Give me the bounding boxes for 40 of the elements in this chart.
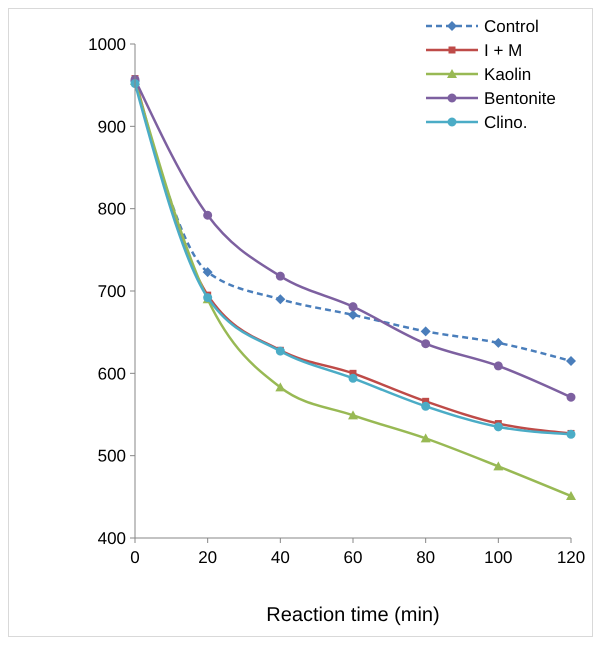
y-tick-label: 500 [98, 446, 126, 466]
point [566, 356, 576, 366]
point [348, 410, 358, 420]
point [421, 402, 430, 411]
legend-label: Kaolin [484, 64, 532, 84]
point [348, 302, 358, 312]
point [420, 326, 431, 336]
point [275, 294, 286, 304]
x-tick-label: 20 [198, 548, 218, 567]
point [348, 374, 358, 383]
point [494, 361, 503, 370]
legend-label: Bentonite [484, 88, 556, 108]
x-tick-label: 100 [484, 548, 513, 567]
legend-label: Clino. [484, 112, 528, 132]
legend-label: Control [484, 16, 539, 36]
y-tick-label: 1000 [88, 34, 126, 54]
point [275, 382, 286, 392]
point [494, 422, 503, 432]
y-tick-label: 600 [98, 364, 126, 384]
x-tick-label: 0 [130, 548, 140, 567]
point [276, 272, 285, 281]
point [493, 461, 504, 470]
x-tick-label: 60 [344, 548, 362, 567]
y-tick-label: 900 [98, 117, 126, 136]
point [493, 338, 504, 348]
point [421, 339, 430, 348]
y-tick-label: 800 [98, 200, 126, 219]
x-axis-title: Reaction time (min) [266, 604, 440, 626]
legend-label: I + M [484, 40, 522, 60]
point [420, 433, 431, 442]
point [566, 392, 576, 402]
point [203, 210, 212, 220]
x-tick-label: 120 [556, 548, 586, 567]
point [202, 267, 213, 278]
y-tick-label: 700 [98, 282, 126, 301]
point [566, 491, 576, 500]
y-tick-label: 400 [98, 528, 126, 548]
point [348, 310, 358, 320]
x-tick-label: 80 [416, 548, 436, 567]
x-tick-label: 40 [270, 548, 290, 567]
